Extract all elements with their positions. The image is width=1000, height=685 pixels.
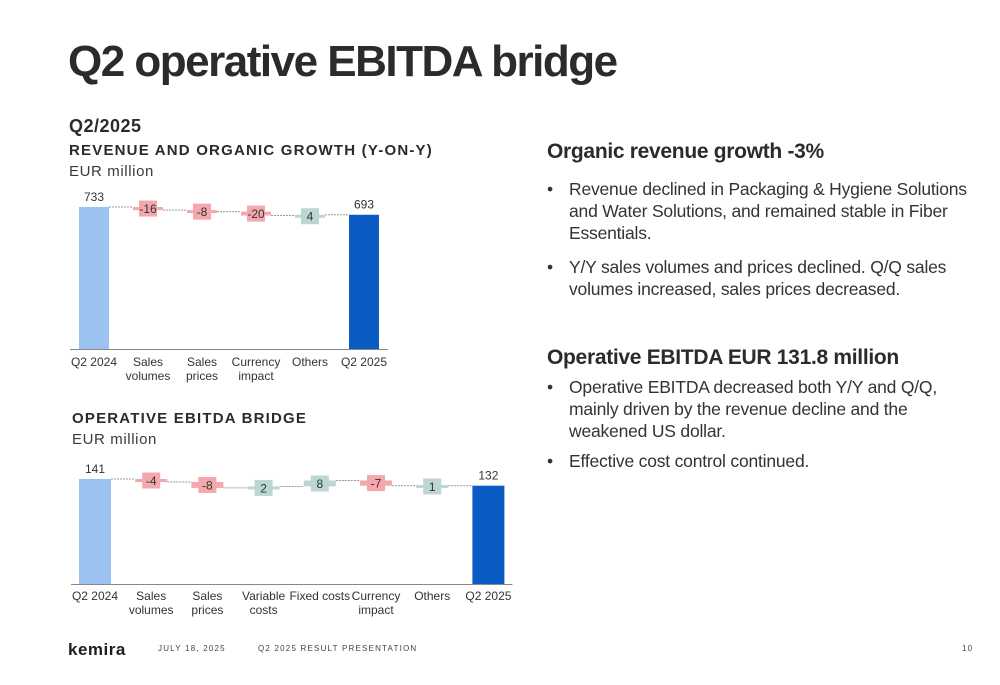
period-label: Q2/2025: [69, 116, 142, 136]
ebitda-chart-unit: EUR million: [72, 431, 157, 448]
ebitda-delta-label: 8: [316, 477, 323, 491]
bullet-text: Operative EBITDA decreased both Y/Y and …: [569, 377, 937, 441]
revenue-category-label: Sales: [133, 355, 163, 369]
bullet-icon: •: [547, 257, 553, 277]
ebitda-total-bar: [79, 479, 111, 584]
ebitda-delta-label: -8: [202, 478, 213, 492]
bullet-item: • Effective cost control continued.: [547, 450, 977, 472]
revenue-chart-title: REVENUE AND ORGANIC GROWTH (Y-ON-Y): [69, 142, 433, 159]
revenue-delta-label: -20: [247, 207, 265, 221]
bullet-text: Revenue declined in Packaging & Hygiene …: [569, 179, 967, 243]
ebitda-delta-label: -7: [371, 477, 382, 491]
bullet-text: Y/Y sales volumes and prices declined. Q…: [569, 257, 947, 299]
revenue-category-label: Q2 2024: [71, 355, 117, 369]
ebitda-delta-label-bg: [310, 475, 329, 492]
bullet-item: • Revenue declined in Packaging & Hygiene…: [547, 178, 977, 244]
revenue-category-label: Q2 2025: [341, 355, 387, 369]
ebitda-category-label: costs: [250, 603, 278, 617]
ebitda-section: Operative EBITDA EUR 131.8 million • Oper…: [547, 346, 977, 472]
ebitda-delta-label-bg: [254, 479, 273, 496]
kemira-logo: kemira: [68, 640, 126, 659]
revenue-delta-label: -16: [139, 202, 157, 216]
ebitda-delta-label: 2: [260, 481, 267, 495]
revenue-chart-unit: EUR million: [69, 163, 154, 180]
ebitda-category-label: Variable: [242, 589, 285, 603]
ebitda-category-label: Sales: [136, 589, 166, 603]
bullet-icon: •: [547, 451, 553, 471]
ebitda-bullets: • Operative EBITDA decreased both Y/Y and…: [547, 376, 977, 472]
footer-date: JULY 18, 2025: [158, 644, 226, 653]
ebitda-category-label: impact: [358, 603, 394, 617]
organic-growth-bullets: • Revenue declined in Packaging & Hygiene…: [547, 178, 977, 300]
ebitda-category-label: Q2 2024: [72, 589, 118, 603]
ebitda-delta-label: 1: [429, 480, 436, 494]
bullet-item: • Y/Y sales volumes and prices declined. …: [547, 256, 977, 300]
ebitda-category-label: prices: [191, 603, 223, 617]
revenue-category-label: Sales: [187, 355, 217, 369]
ebitda-delta-label-bg: [367, 475, 385, 492]
bullet-icon: •: [547, 377, 553, 397]
bullet-text: Effective cost control continued.: [569, 451, 810, 471]
ebitda-delta-label-bg: [423, 478, 442, 495]
revenue-total-label: 733: [84, 190, 104, 204]
bullet-item: • Operative EBITDA decreased both Y/Y and…: [547, 376, 977, 442]
ebitda-total-bar: [472, 485, 505, 584]
ebitda-category-label: Fixed costs: [289, 589, 350, 603]
revenue-category-label: prices: [186, 369, 218, 383]
revenue-delta-label-bg: [301, 208, 319, 225]
footer-presentation: Q2 2025 RESULT PRESENTATION: [258, 644, 418, 653]
revenue-total-bar: [79, 207, 109, 349]
ebitda-category-label: Q2 2025: [465, 589, 511, 603]
bullet-icon: •: [547, 179, 553, 199]
ebitda-chart-title: OPERATIVE EBITDA BRIDGE: [72, 410, 308, 427]
revenue-delta-label: -8: [197, 205, 208, 219]
revenue-delta-label-bg: [139, 200, 157, 217]
revenue-category-label: Others: [292, 355, 328, 369]
revenue-category-label: Currency: [232, 355, 281, 369]
revenue-category-label: impact: [238, 369, 274, 383]
ebitda-category-label: Others: [414, 589, 450, 603]
ebitda-delta-label-bg: [198, 476, 217, 493]
organic-growth-heading: Organic revenue growth -3%: [547, 140, 824, 163]
ebitda-heading: Operative EBITDA EUR 131.8 million: [547, 346, 899, 369]
ebitda-delta-label: -4: [146, 474, 157, 488]
slide-title: Q2 operative EBITDA bridge: [68, 37, 618, 86]
ebitda-category-label: Sales: [192, 589, 222, 603]
revenue-delta-label: 4: [307, 210, 314, 224]
ebitda-total-label: 132: [478, 469, 498, 483]
ebitda-category-label: volumes: [129, 603, 174, 617]
revenue-category-label: volumes: [126, 369, 171, 383]
revenue-total-bar: [349, 214, 379, 349]
ebitda-delta-label-bg: [142, 472, 161, 489]
revenue-delta-label-bg: [193, 203, 211, 220]
revenue-delta-label-bg: [247, 205, 265, 222]
ebitda-total-label: 141: [85, 462, 105, 476]
page-number: 10: [962, 644, 974, 653]
organic-growth-section: Organic revenue growth -3% • Revenue decl…: [547, 140, 977, 300]
ebitda-category-label: Currency: [352, 589, 401, 603]
revenue-total-label: 693: [354, 198, 374, 212]
